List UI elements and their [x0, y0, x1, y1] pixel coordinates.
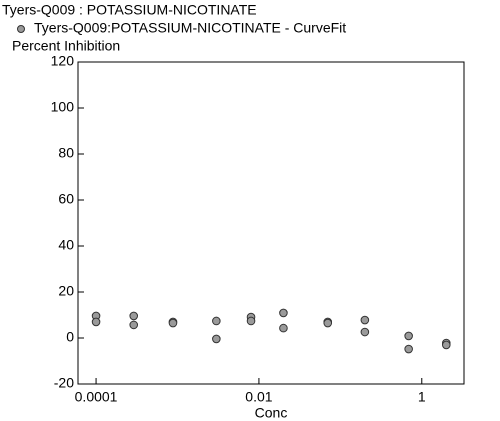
y-tick-label: 60: [58, 191, 74, 207]
data-point: [129, 311, 139, 321]
x-axis-label: Conc: [255, 405, 288, 421]
data-point: [246, 316, 256, 326]
x-tick-label: 1: [418, 389, 426, 405]
x-tick-label: 0.01: [245, 389, 272, 405]
data-point: [323, 318, 333, 328]
data-point: [91, 317, 101, 327]
data-point: [441, 340, 451, 350]
data-point: [168, 318, 178, 328]
y-tick-label: 100: [51, 99, 75, 115]
legend-marker: [17, 25, 25, 33]
data-point: [129, 320, 139, 330]
y-tick-label: 80: [58, 145, 74, 161]
x-tick-label: 0.0001: [75, 389, 118, 405]
chart-title: Tyers-Q009 : POTASSIUM-NICOTINATE: [2, 2, 257, 18]
data-point: [360, 327, 370, 337]
y-axis-label: Percent Inhibition: [12, 38, 120, 54]
data-point: [279, 323, 288, 333]
plot-frame: [77, 61, 465, 385]
y-tick-label: -20: [54, 375, 74, 391]
y-tick-label: 0: [66, 329, 74, 345]
legend-label: Tyers-Q009:POTASSIUM-NICOTINATE - CurveF…: [34, 20, 346, 36]
data-point: [212, 334, 221, 344]
y-tick-label: 40: [58, 237, 74, 253]
y-tick-label: 120: [51, 53, 75, 69]
y-tick-label: 20: [58, 283, 74, 299]
data-point: [279, 308, 288, 318]
data-point: [212, 316, 221, 326]
data-point: [404, 331, 413, 341]
data-point: [404, 344, 413, 354]
data-point: [360, 315, 370, 325]
